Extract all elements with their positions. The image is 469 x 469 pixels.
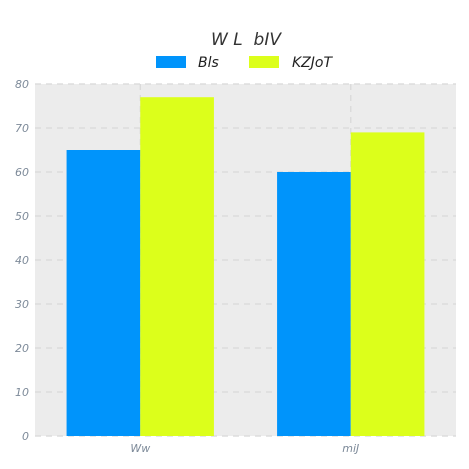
legend-swatch-bls xyxy=(156,56,186,68)
y-tick-label: 30 xyxy=(15,298,29,311)
y-tick-label: 70 xyxy=(15,122,29,135)
chart-title: W L bIV xyxy=(211,30,282,50)
x-tick-label: Ww xyxy=(130,442,150,455)
y-tick-label: 0 xyxy=(22,430,29,443)
legend-label-kzjot: KZJoT xyxy=(292,55,333,71)
y-tick-label: 80 xyxy=(15,78,29,91)
y-tick-label: 40 xyxy=(15,254,29,267)
legend: Bls KZJoT xyxy=(156,55,333,71)
x-axis-ticks: Ww miJ xyxy=(130,442,359,455)
bars xyxy=(66,97,425,436)
y-axis-ticks: 0 10 20 30 40 50 60 70 80 xyxy=(15,78,29,443)
legend-label-bls: Bls xyxy=(198,55,219,71)
y-tick-label: 10 xyxy=(15,386,29,399)
y-tick-label: 20 xyxy=(15,342,29,355)
x-tick-label: miJ xyxy=(342,442,359,455)
y-tick-label: 60 xyxy=(15,166,29,179)
legend-swatch-kzjot xyxy=(249,56,279,68)
y-tick-label: 50 xyxy=(15,210,29,223)
bar-bls-ww xyxy=(66,150,141,436)
bar-bls-mij xyxy=(277,172,351,436)
bar-kzjot-mij xyxy=(350,132,425,436)
bar-kzjot-ww xyxy=(140,97,214,436)
